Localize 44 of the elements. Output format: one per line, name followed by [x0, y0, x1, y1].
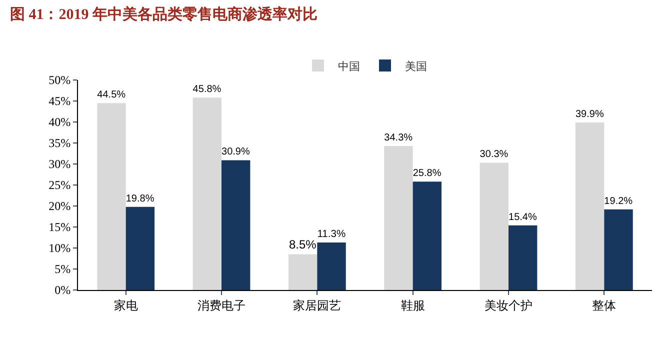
bar: [222, 160, 250, 290]
x-tick-label: 家电: [114, 298, 138, 312]
data-label: 11.3%: [317, 228, 346, 240]
data-label: 8.5%: [288, 237, 317, 252]
bar: [575, 122, 604, 290]
x-tick-label: 整体: [592, 298, 616, 312]
x-tick-label: 消费电子: [198, 298, 246, 312]
bar: [317, 242, 346, 290]
data-label: 44.5%: [97, 90, 126, 101]
data-label: 19.2%: [604, 196, 633, 207]
data-label: 34.3%: [384, 132, 413, 144]
chart-title: 图 41：2019 年中美各品类零售电商渗透率对比: [10, 4, 318, 23]
y-tick-label: 45%: [48, 94, 71, 108]
data-label: 45.8%: [192, 84, 222, 96]
bar: [480, 162, 508, 290]
bar: [97, 103, 126, 290]
bar: [384, 146, 413, 290]
data-label: 25.8%: [412, 168, 442, 180]
legend-label: 中国: [338, 60, 360, 73]
data-label: 30.3%: [480, 149, 508, 160]
legend-label: 美国: [405, 60, 427, 73]
bar: [508, 225, 538, 290]
y-tick-label: 10%: [48, 241, 71, 256]
y-tick-label: 50%: [48, 73, 71, 88]
bar: [192, 98, 222, 290]
bar: [604, 209, 633, 290]
data-label: 39.9%: [575, 108, 604, 120]
y-tick-label: 35%: [48, 136, 71, 150]
bar: [412, 182, 442, 290]
x-tick-label: 家居园艺: [293, 298, 342, 312]
x-tick-label: 鞋服: [400, 298, 425, 312]
data-label: 19.8%: [126, 193, 154, 204]
y-tick-label: 0%: [54, 283, 71, 298]
y-tick-label: 5%: [54, 262, 71, 276]
y-tick-label: 40%: [48, 115, 71, 130]
data-label: 15.4%: [508, 212, 538, 223]
bar: [126, 206, 155, 290]
x-tick-label: 美妆个护: [484, 298, 532, 312]
y-tick-label: 20%: [48, 199, 71, 214]
bar: [288, 254, 318, 290]
y-tick-label: 25%: [48, 178, 71, 192]
y-tick-label: 15%: [48, 220, 71, 234]
y-tick-label: 30%: [48, 157, 71, 172]
data-label: 30.9%: [222, 146, 250, 158]
